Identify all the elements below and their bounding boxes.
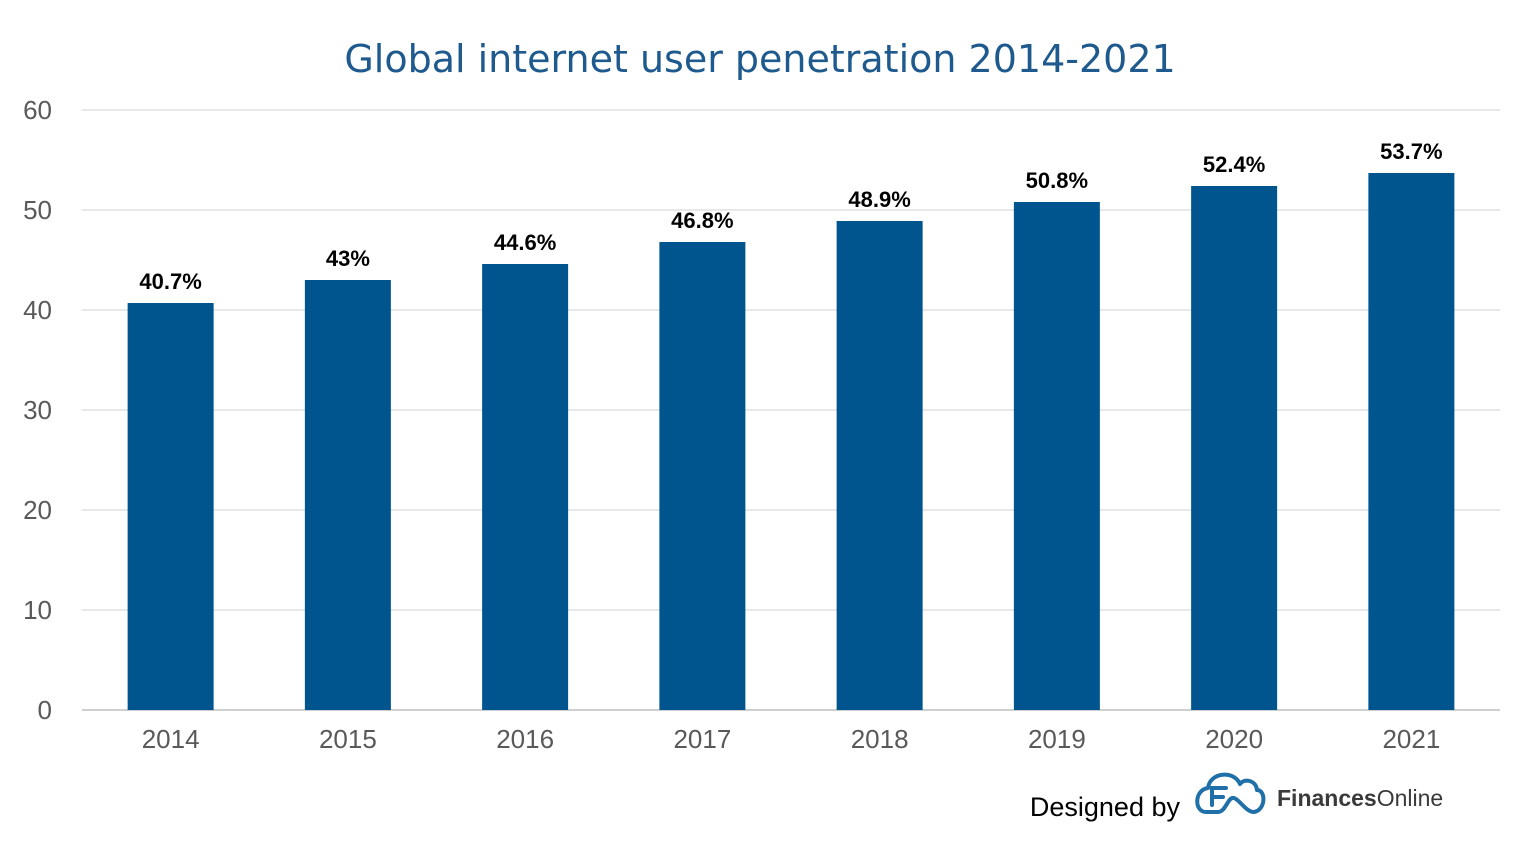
x-tick-label: 2015 <box>319 724 377 754</box>
cloud-f-logo-icon <box>1195 772 1266 814</box>
y-tick-label: 30 <box>23 395 52 425</box>
x-tick-label: 2014 <box>142 724 200 754</box>
data-label: 52.4% <box>1203 152 1265 177</box>
bar <box>836 221 923 710</box>
y-tick-label: 50 <box>23 195 52 225</box>
x-tick-label: 2020 <box>1205 724 1263 754</box>
data-label: 48.9% <box>848 187 910 212</box>
bars <box>127 173 1455 710</box>
bar <box>1191 186 1278 710</box>
bar <box>482 264 569 710</box>
x-axis-ticks: 2014 2015 2016 2017 2018 2019 2020 2021 <box>142 724 1441 754</box>
bar <box>304 280 391 710</box>
data-labels: 40.7% 43% 44.6% 46.8% 48.9% 50.8% 52.4% 53.7% <box>139 139 1442 294</box>
x-tick-label: 2016 <box>496 724 554 754</box>
y-tick-label: 10 <box>23 595 52 625</box>
x-tick-label: 2018 <box>851 724 909 754</box>
bar <box>659 242 746 710</box>
data-label: 44.6% <box>494 230 556 255</box>
brand-name: FinancesOnline <box>1277 785 1443 811</box>
bar <box>127 303 214 710</box>
x-tick-label: 2019 <box>1028 724 1086 754</box>
data-label: 40.7% <box>139 269 201 294</box>
x-tick-label: 2021 <box>1382 724 1440 754</box>
y-tick-label: 0 <box>38 695 52 725</box>
designer-credit: Designed by FinancesOnline <box>1030 772 1443 822</box>
brand-name-regular: Online <box>1377 785 1443 811</box>
y-tick-label: 60 <box>23 95 52 125</box>
credit-label: Designed by <box>1030 792 1181 822</box>
data-label: 46.8% <box>671 208 733 233</box>
bar <box>1368 173 1455 710</box>
bar <box>1013 202 1100 710</box>
y-tick-label: 20 <box>23 495 52 525</box>
y-tick-label: 40 <box>23 295 52 325</box>
data-label: 43% <box>326 246 370 271</box>
x-tick-label: 2017 <box>673 724 731 754</box>
y-axis-ticks: 0 10 20 30 40 50 60 <box>23 95 52 725</box>
data-label: 50.8% <box>1026 168 1088 193</box>
data-label: 53.7% <box>1380 139 1442 164</box>
brand-name-bold: Finances <box>1277 785 1377 811</box>
chart-title: Global internet user penetration 2014-20… <box>344 37 1175 81</box>
gridlines <box>82 109 1500 711</box>
